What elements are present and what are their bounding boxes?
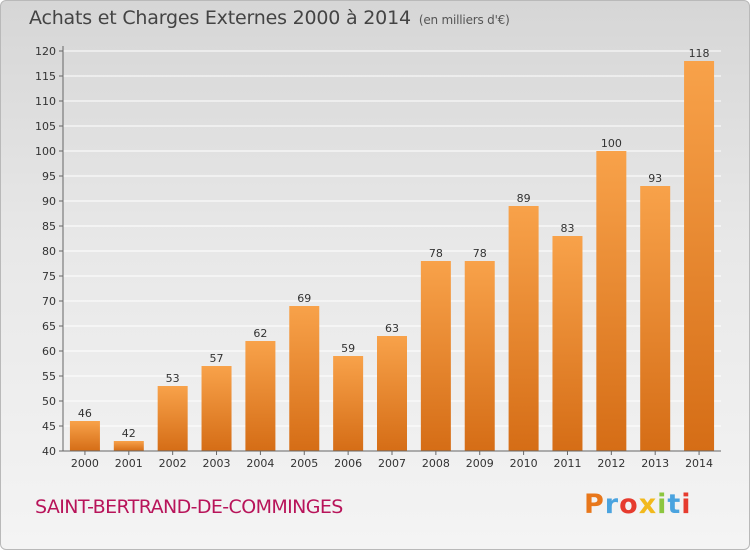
y-tick-label-90: 90	[42, 195, 56, 208]
logo-letter: i	[657, 489, 668, 520]
bar-2001	[113, 441, 144, 451]
data-label-2008: 78	[429, 247, 443, 260]
y-tick-label-60: 60	[42, 345, 56, 358]
x-tick-label-2013: 2013	[641, 457, 669, 470]
x-tick-label-2011: 2011	[553, 457, 581, 470]
x-tick-label-2006: 2006	[334, 457, 362, 470]
data-label-2010: 89	[517, 192, 531, 205]
x-tick-label-2008: 2008	[422, 457, 450, 470]
bar-2005	[289, 306, 320, 451]
bar-2011	[552, 236, 583, 451]
x-tick-label-2003: 2003	[203, 457, 231, 470]
bars	[69, 61, 715, 451]
bar-2003	[201, 366, 232, 451]
data-label-2003: 57	[210, 352, 224, 365]
chart-title-row: Achats et Charges Externes 2000 à 2014 (e…	[29, 7, 510, 29]
axes: 40 45 50 55 60 65 70 75 80 85 90 95 100 105 110 115 120 2…	[35, 45, 721, 470]
y-tick-label-70: 70	[42, 295, 56, 308]
x-tick-label-2012: 2012	[597, 457, 625, 470]
x-tick-label-2000: 2000	[71, 457, 99, 470]
commune-name: SAINT-BERTRAND-DE-COMMINGES	[35, 496, 343, 518]
y-tick-label-55: 55	[42, 370, 56, 383]
bar-2009	[464, 261, 495, 451]
y-tick-label-110: 110	[35, 95, 56, 108]
logo-letter: t	[667, 489, 682, 520]
logo-letter: r	[604, 489, 620, 520]
y-tick-label-95: 95	[42, 170, 56, 183]
x-tick-label-2001: 2001	[115, 457, 143, 470]
bar-2013	[640, 186, 671, 451]
y-tick-label-115: 115	[35, 70, 56, 83]
y-tick-label-40: 40	[42, 445, 56, 458]
data-label-2014: 118	[689, 47, 710, 60]
chart-title: Achats et Charges Externes 2000 à 2014	[29, 7, 411, 29]
chart-unit-label: (en milliers d'€)	[418, 13, 510, 27]
x-tick-label-2005: 2005	[290, 457, 318, 470]
data-label-2011: 83	[560, 222, 574, 235]
bar-2007	[377, 336, 407, 451]
y-tick-label-45: 45	[42, 420, 56, 433]
data-label-2009: 78	[473, 247, 487, 260]
logo-letter: i	[681, 489, 692, 520]
data-label-2000: 46	[78, 407, 92, 420]
y-tick-label-65: 65	[42, 320, 56, 333]
logo-letter: P	[584, 489, 605, 520]
y-tick-label-120: 120	[35, 45, 56, 58]
data-labels: 46 42 53 57 62 69 59 63 78 78 89 83 100 93 118	[78, 47, 710, 440]
bar-2008	[420, 261, 451, 451]
data-label-2013: 93	[648, 172, 662, 185]
y-tick-label-75: 75	[42, 270, 56, 283]
logo-letter: o	[619, 489, 639, 520]
x-tick-label-2009: 2009	[466, 457, 494, 470]
bar-2000	[69, 421, 100, 451]
data-label-2002: 53	[166, 372, 180, 385]
x-tick-label-2010: 2010	[510, 457, 538, 470]
bar-2010	[508, 206, 539, 451]
bar-2002	[157, 386, 188, 451]
logo-letter: x	[638, 489, 658, 520]
data-label-2012: 100	[601, 137, 622, 150]
proxiti-logo: Proxiti	[584, 489, 692, 520]
x-tick-label-2004: 2004	[246, 457, 274, 470]
y-tick-label-85: 85	[42, 220, 56, 233]
data-label-2007: 63	[385, 322, 399, 335]
y-tick-label-105: 105	[35, 120, 56, 133]
bar-2004	[245, 341, 276, 451]
data-label-2001: 42	[122, 427, 136, 440]
x-tick-label-2002: 2002	[159, 457, 187, 470]
y-tick-label-100: 100	[35, 145, 56, 158]
data-label-2005: 69	[297, 292, 311, 305]
x-tick-label-2007: 2007	[378, 457, 406, 470]
y-tick-label-80: 80	[42, 245, 56, 258]
data-label-2006: 59	[341, 342, 355, 355]
x-tick-label-2014: 2014	[685, 457, 713, 470]
bar-2012	[596, 151, 627, 451]
data-label-2004: 62	[253, 327, 267, 340]
bar-2014	[684, 61, 715, 451]
y-tick-label-50: 50	[42, 395, 56, 408]
bar-2006	[333, 356, 364, 451]
